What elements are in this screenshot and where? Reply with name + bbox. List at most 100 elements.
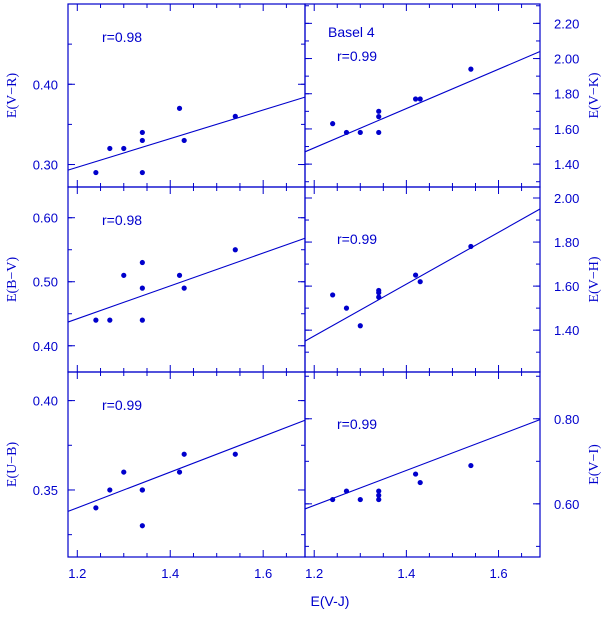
r-label: r=0.99: [337, 416, 377, 432]
y-tick-label: 0.50: [33, 275, 58, 290]
data-point: [181, 137, 187, 144]
data-point: [357, 129, 363, 136]
x-axis-title: E(V-J): [311, 593, 350, 609]
r-label: r=0.99: [337, 48, 377, 64]
data-point: [376, 492, 382, 498]
y-tick-label: 2.00: [554, 191, 579, 206]
data-point: [468, 66, 474, 72]
data-point: [107, 145, 113, 152]
y-axis-title: E(U−B): [5, 442, 20, 488]
data-point: [376, 129, 382, 136]
panel-frame: [304, 371, 541, 558]
x-tick-label: 1.2: [305, 566, 323, 581]
data-point: [107, 317, 113, 323]
data-point: [343, 488, 350, 494]
data-point: [412, 471, 419, 477]
panel-bottom-right: 0.60 0.80 r=0.99 E(V−I) 1.2 1.4 1.6: [304, 371, 602, 581]
panel-bottom-left: 0.35 0.40 r=0.99 E(U−B) 1.2 1.4 1.6: [5, 371, 306, 581]
x-tick-label: 1.2: [68, 566, 86, 581]
data-point: [181, 451, 187, 457]
fit-line: [67, 419, 306, 512]
data-point: [121, 145, 127, 152]
panel-frame: [304, 186, 541, 373]
panels-layer: 0.30 0.40 r=0.98 E(V−R) 1.40 1.60 1.80 2.00 2.20…: [5, 3, 602, 581]
y-tick-label: 0.35: [33, 483, 58, 498]
data-point: [139, 129, 145, 136]
panel-middle-right: 1.40 1.60 1.80 2.00 r=0.99 E(V−H): [304, 186, 602, 373]
fit-line: [304, 208, 541, 342]
y-tick-label: 2.20: [554, 16, 579, 31]
data-point: [417, 279, 423, 285]
y-tick-label: 1.80: [554, 235, 579, 250]
data-point: [343, 129, 350, 136]
data-point: [176, 105, 183, 111]
data-point: [139, 137, 145, 144]
fit-line: [304, 51, 541, 153]
data-point: [412, 96, 419, 102]
data-point: [232, 247, 238, 253]
data-point: [330, 496, 336, 503]
data-point: [357, 323, 363, 329]
y-tick-label: 1.40: [554, 323, 579, 338]
data-point: [107, 487, 113, 493]
data-point: [343, 305, 350, 311]
data-point: [139, 259, 145, 266]
data-point: [93, 317, 99, 323]
data-point: [139, 523, 145, 529]
data-point: [376, 488, 382, 494]
y-tick-label: 0.30: [33, 158, 58, 173]
data-point: [376, 496, 382, 503]
data-point: [376, 290, 382, 296]
data-point: [93, 169, 99, 176]
data-point: [139, 317, 145, 323]
data-point: [417, 96, 423, 102]
data-point: [412, 272, 419, 278]
data-point: [176, 272, 183, 278]
data-point: [176, 469, 183, 475]
y-tick-label: 1.80: [554, 87, 579, 102]
data-point: [139, 285, 145, 291]
fit-line: [67, 96, 306, 171]
data-point: [121, 272, 127, 278]
r-label: r=0.98: [102, 29, 142, 45]
y-tick-label: 0.60: [33, 211, 58, 226]
x-tick-label: 1.4: [397, 566, 415, 581]
y-tick-label: 2.00: [554, 52, 579, 67]
y-axis-title: E(V−K): [587, 72, 602, 118]
data-point: [121, 469, 127, 475]
data-point: [330, 292, 336, 298]
y-tick-label: 1.40: [554, 157, 579, 172]
y-tick-label: 1.60: [554, 122, 579, 137]
panel-top-left: 0.30 0.40 r=0.98 E(V−R): [5, 3, 306, 188]
panel-top-right: 1.40 1.60 1.80 2.00 2.20 r=0.99 E(V−K): [304, 3, 602, 188]
data-point: [376, 114, 382, 120]
r-label: r=0.98: [102, 212, 142, 228]
data-point: [181, 285, 187, 291]
y-axis-title: E(V−H): [587, 256, 602, 302]
r-label: r=0.99: [337, 231, 377, 247]
data-point: [468, 243, 474, 250]
data-point: [232, 451, 238, 457]
data-point: [357, 496, 363, 503]
x-tick-label: 1.6: [254, 566, 272, 581]
data-point: [139, 487, 145, 493]
data-point: [417, 479, 423, 486]
y-tick-label: 0.60: [554, 497, 579, 512]
y-axis-title: E(B−V): [5, 257, 20, 303]
y-tick-label: 0.40: [33, 339, 58, 354]
data-point: [139, 169, 145, 176]
y-tick-label: 0.40: [33, 77, 58, 92]
basel-annotation: Basel 4: [328, 24, 375, 40]
y-axis-title: E(V−I): [587, 444, 602, 485]
data-point: [93, 505, 99, 511]
fit-line: [304, 419, 541, 510]
data-point: [468, 462, 474, 469]
data-point: [376, 108, 382, 114]
fit-line: [67, 237, 306, 323]
y-tick-label: 1.60: [554, 279, 579, 294]
y-tick-label: 0.40: [33, 394, 58, 409]
y-tick-label: 0.80: [554, 412, 579, 427]
y-axis-title: E(V−R): [5, 73, 20, 119]
r-label: r=0.99: [102, 397, 142, 413]
